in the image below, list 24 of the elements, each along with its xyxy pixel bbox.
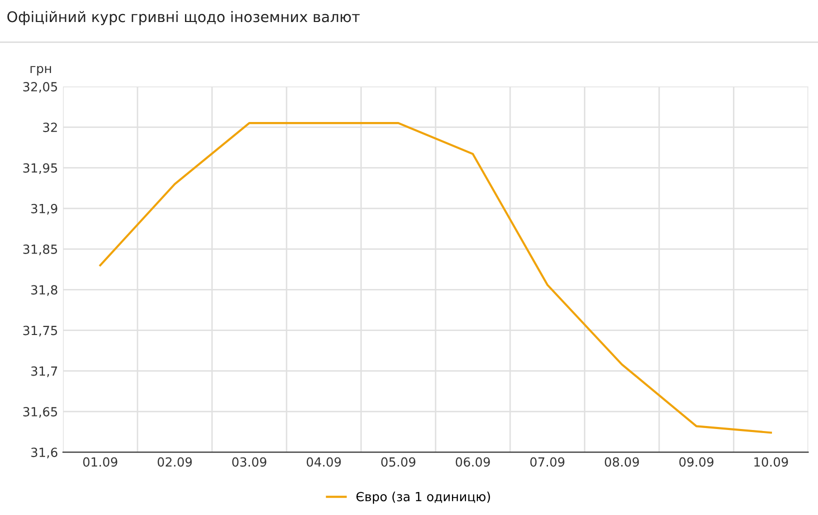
y-tick-label: 31,7	[31, 366, 58, 378]
x-tick-label: 05.09	[381, 457, 416, 467]
x-tick-label: 04.09	[306, 457, 341, 467]
x-tick-label: 09.09	[679, 457, 714, 467]
line-series	[99, 122, 772, 434]
x-tick-label: 03.09	[232, 457, 266, 467]
y-tick-label: 31,85	[23, 244, 58, 256]
y-axis-title: грн	[30, 66, 51, 76]
chart-title: Офіційний курс гривні щодо іноземних валют	[7, 10, 360, 26]
y-tick-label: 31,6	[31, 448, 58, 458]
y-tick-label: 31,65	[23, 407, 58, 418]
x-tick-label: 06.09	[456, 457, 490, 467]
y-tick-label: 31,95	[23, 163, 58, 174]
y-tick-label: 32,05	[23, 82, 58, 93]
x-tick-label: 10.09	[754, 457, 788, 467]
y-tick-label: 31,75	[23, 326, 58, 336]
y-tick-label: 31,9	[31, 204, 58, 215]
x-tick-label: 02.09	[158, 457, 192, 467]
x-tick-label: 07.09	[530, 457, 564, 467]
y-tick-label: 31,8	[31, 285, 58, 296]
y-tick-label: 32	[43, 122, 57, 132]
x-tick-label: 08.09	[604, 457, 639, 467]
legend-label: Євро (за 1 одиницю)	[356, 492, 490, 504]
x-tick-label: 01.09	[83, 457, 118, 467]
